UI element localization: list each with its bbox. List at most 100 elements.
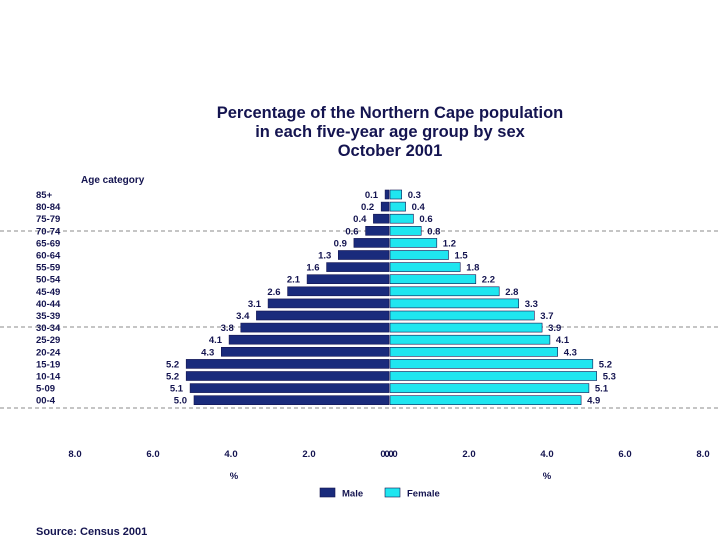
x-tick-label-left: 6.0 [146,449,159,460]
x-tick-label-left: 8.0 [68,449,81,460]
male-bar [326,262,390,272]
male-value-label: 3.4 [236,311,250,322]
male-value-label: 2.1 [287,275,301,286]
male-value-label: 5.0 [174,396,187,407]
female-bar [389,189,402,200]
female-bar [389,213,414,224]
female-bar [389,226,422,236]
age-category-label: 60-64 [36,251,61,262]
male-bar [193,395,390,406]
legend-label-male: Male [342,489,363,500]
legend-label-female: Female [407,489,440,500]
female-value-label: 3.7 [540,311,553,322]
male-bar [306,274,390,285]
age-category-label: 15-19 [36,359,60,370]
chart-title-line-1: Percentage of the Northern Cape populati… [216,104,564,122]
female-value-label: 3.9 [548,323,561,334]
male-bar [353,238,390,248]
male-value-label: 0.1 [365,190,379,201]
x-tick-label-right: 4.0 [540,449,553,460]
age-category-label: 70-74 [36,226,61,237]
x-tick-label-right: 8.0 [696,449,709,460]
female-bar [389,359,594,369]
male-value-label: 1.3 [318,251,331,262]
male-bar [256,310,390,321]
age-category-label: 65-69 [36,238,60,249]
male-value-label: 2.6 [267,287,280,298]
male-bar [373,213,390,224]
age-category-label: 25-29 [36,335,60,346]
female-bar [389,250,449,260]
female-value-label: 0.6 [419,214,432,225]
male-bar [365,226,390,236]
age-category-label: 75-79 [36,214,60,225]
female-value-label: 2.8 [505,287,518,298]
male-value-label: 3.8 [221,323,234,334]
female-value-label: 2.2 [482,275,495,286]
legend-swatch-male [319,487,336,498]
age-category-label: 85+ [36,190,53,201]
female-value-label: 0.3 [408,190,421,201]
y-axis-title: Age category [81,175,145,186]
female-value-label: 1.5 [455,251,469,262]
chart-title-line-3: October 2001 [337,142,443,160]
male-bar [240,322,390,333]
female-bar [389,310,535,321]
female-bar [389,334,551,345]
female-bar [389,298,519,309]
age-category-label: 00-4 [36,396,56,407]
female-value-label: 0.8 [427,226,440,237]
age-category-label: 40-44 [36,299,61,310]
male-value-label: 3.1 [248,299,262,310]
male-bar [228,334,390,345]
age-category-label: 45-49 [36,287,60,298]
male-bar [185,359,390,369]
male-bar [221,346,390,357]
legend-swatch-female [384,487,401,498]
male-value-label: 0.9 [334,238,347,249]
female-bar [389,395,582,406]
chart-title: Percentage of the Northern Cape populati… [140,104,640,161]
female-value-label: 5.1 [595,384,609,395]
source-note: Source: Census 2001 [36,526,148,538]
age-category-label: 35-39 [36,311,60,322]
male-bar [267,298,390,309]
male-bar [380,201,390,212]
female-bar [389,346,558,357]
age-category-label: 80-84 [36,202,61,213]
male-bar [185,371,390,381]
male-value-label: 5.2 [166,359,179,370]
male-value-label: 0.6 [345,226,358,237]
x-axis-unit-right: % [543,471,552,482]
male-value-label: 4.1 [209,335,223,346]
male-value-label: 4.3 [201,347,214,358]
x-tick-label-right: 6.0 [618,449,631,460]
male-bar [287,286,390,297]
male-value-label: 5.1 [170,384,184,395]
x-tick-label-right: 0.0 [384,449,397,460]
male-value-label: 0.2 [361,202,374,213]
x-tick-label-left: 2.0 [302,449,315,460]
female-value-label: 5.2 [599,359,612,370]
female-bar [389,274,477,285]
female-value-label: 1.8 [466,263,479,274]
age-category-label: 50-54 [36,275,61,286]
x-tick-label-left: 0.0 [380,449,393,460]
female-bar [389,201,406,212]
female-value-label: 5.3 [603,372,616,383]
female-bar [389,371,597,381]
age-category-label: 5-09 [36,384,55,395]
age-category-label: 20-24 [36,347,61,358]
female-bar [389,383,590,393]
male-bar [384,189,390,200]
male-value-label: 0.4 [353,214,367,225]
age-category-label: 55-59 [36,263,60,274]
x-axis-unit-left: % [230,471,239,482]
x-tick-label-left: 4.0 [224,449,237,460]
female-bar [389,238,438,248]
male-value-label: 5.2 [166,372,179,383]
female-value-label: 4.1 [556,335,570,346]
female-value-label: 0.4 [412,202,426,213]
female-bar [389,286,500,297]
